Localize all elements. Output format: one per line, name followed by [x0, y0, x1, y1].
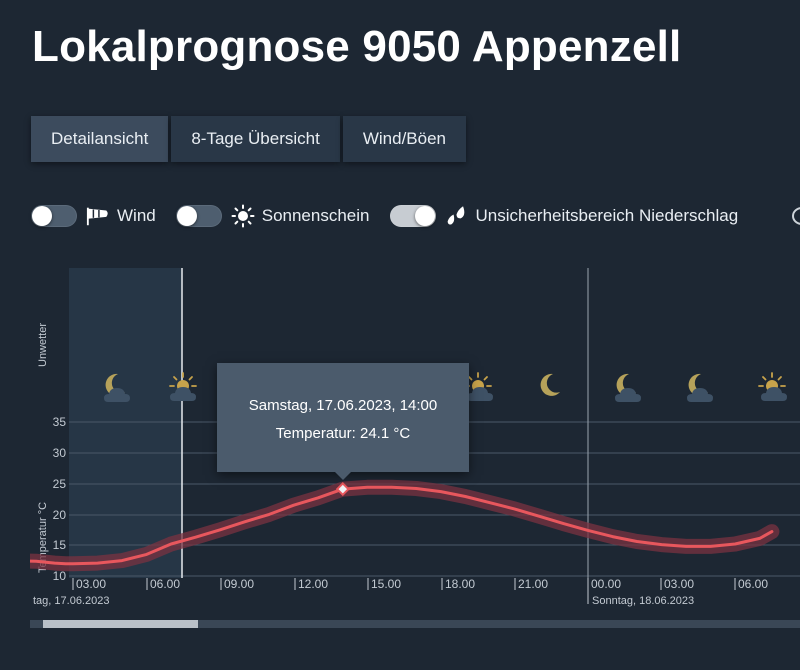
- moon-cloud-icon: [615, 373, 641, 402]
- date-label-sunday: Sonntag, 18.06.2023: [592, 595, 694, 607]
- y-tick: 10: [53, 569, 67, 583]
- toggle-unsicherheitsbereich[interactable]: Unsicherheitsbereich Niederschlag: [389, 204, 739, 228]
- sun-switch[interactable]: [175, 205, 222, 227]
- page-title: Lokalprognose 9050 Appenzell: [32, 22, 682, 71]
- x-tick-labels: 03.00 06.00 09.00 12.00 15.00 18.00 21.0…: [76, 577, 768, 591]
- y-tick: 30: [53, 446, 67, 460]
- switch-knob: [414, 206, 435, 226]
- switch-knob: [176, 206, 197, 226]
- layer-toggles: Wind Sonnenschein Unsicherheitsbe: [31, 201, 758, 231]
- sun-cloud-icon: [758, 372, 787, 401]
- tab-8-tage-uebersicht[interactable]: 8-Tage Übersicht: [171, 116, 340, 162]
- x-tick: 06.00: [150, 577, 180, 591]
- toggle-wind[interactable]: Wind: [31, 204, 156, 228]
- date-label-saturday: tag, 17.06.2023: [33, 595, 109, 607]
- hovered-point-marker[interactable]: [335, 482, 350, 497]
- tooltip-datetime: Samstag, 17.06.2023, 14:00: [248, 397, 438, 414]
- toggle-sonnenschein-label: Sonnenschein: [261, 206, 370, 225]
- x-tick: 18.00: [445, 577, 475, 591]
- chart-scrollbar-track[interactable]: [30, 620, 800, 628]
- y-tick: 15: [53, 538, 67, 552]
- toggle-wind-label: Wind: [117, 206, 156, 225]
- chart-tooltip: Samstag, 17.06.2023, 14:00 Temperatur: 2…: [217, 363, 469, 480]
- x-tick: 09.00: [224, 577, 254, 591]
- chart-scrollbar-thumb[interactable]: [43, 620, 198, 628]
- sun-cloud-icon: [464, 372, 493, 401]
- x-tick: 03.00: [664, 577, 694, 591]
- switch-knob: [32, 206, 52, 226]
- x-tick: 15.00: [371, 577, 401, 591]
- temperature-chart: Unwetter Temperatur °C 10 15 20 25 30 35: [30, 268, 800, 607]
- x-tick: 06.00: [738, 577, 768, 591]
- temperature-line: [30, 485, 774, 566]
- x-tick: 03.00: [76, 577, 106, 591]
- tab-detailansicht[interactable]: Detailansicht: [31, 116, 169, 162]
- x-tick: 12.00: [298, 577, 328, 591]
- moon-icon: [540, 373, 560, 396]
- windsock-icon: [86, 204, 110, 228]
- y-tick: 20: [53, 508, 67, 522]
- uncertainty-switch[interactable]: [389, 205, 436, 227]
- tab-wind-boeen[interactable]: Wind/Böen: [342, 116, 467, 162]
- tooltip-arrow: [335, 472, 351, 480]
- y-tick: 35: [53, 415, 67, 429]
- y-tick: 25: [53, 477, 67, 491]
- sun-icon: [231, 204, 255, 228]
- toggle-sonnenschein[interactable]: Sonnenschein: [175, 204, 370, 228]
- past-time-shade: [69, 268, 182, 578]
- warnings-row-label: Unwetter: [37, 323, 49, 367]
- y-tick-labels: 10 15 20 25 30 35: [53, 415, 67, 583]
- tooltip-value: Temperatur: 24.1 °C: [275, 425, 411, 442]
- raindrops-icon: [445, 204, 469, 228]
- x-tick: 21.00: [518, 577, 548, 591]
- view-tabs: Detailansicht 8-Tage Übersicht Wind/Böen: [31, 116, 467, 162]
- x-tick: 00.00: [591, 577, 621, 591]
- wind-switch[interactable]: [31, 205, 77, 227]
- toggle-unsicherheitsbereich-label: Unsicherheitsbereich Niederschlag: [475, 206, 739, 225]
- moon-cloud-icon: [687, 373, 713, 402]
- x-tick-marks: [72, 578, 736, 604]
